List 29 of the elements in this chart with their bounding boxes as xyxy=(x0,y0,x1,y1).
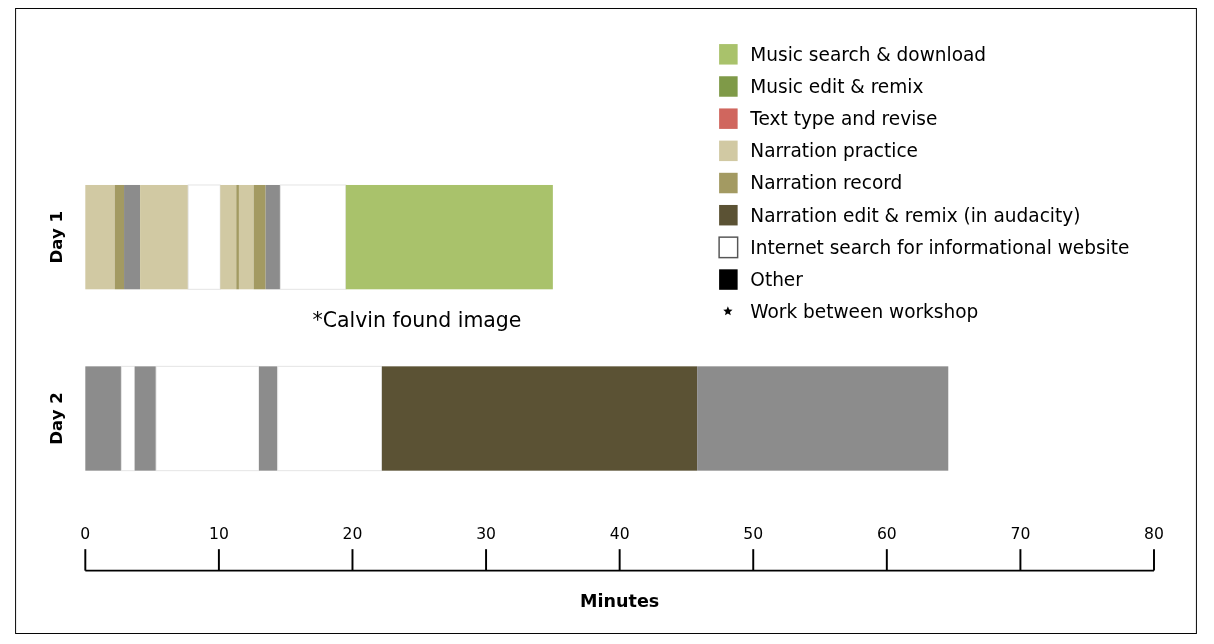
legend-label: Music search & download xyxy=(750,43,987,65)
legend-label: Internet search for informational website xyxy=(750,236,1130,258)
annotation: *Calvin found image xyxy=(312,307,522,332)
legend-label: Work between workshop xyxy=(750,301,979,323)
bar xyxy=(279,184,347,290)
y-tick-label: Day 2 xyxy=(46,392,66,445)
x-tick-label: 20 xyxy=(342,525,363,544)
bar xyxy=(381,366,698,471)
x-tick-label: 10 xyxy=(208,525,229,544)
x-tick-label: 70 xyxy=(1010,525,1031,544)
x-tick-label: 40 xyxy=(609,525,630,544)
bar xyxy=(124,184,141,290)
bar xyxy=(134,366,157,471)
legend-label: Narration practice xyxy=(750,140,918,162)
x-tick-label: 50 xyxy=(743,525,764,544)
legend-label: Narration record xyxy=(750,172,903,194)
legend-label: Text type and revise xyxy=(749,108,938,130)
legend-label: Music edit & remix xyxy=(750,75,924,97)
legend-label: Other xyxy=(750,268,804,290)
bar xyxy=(265,184,281,290)
bar xyxy=(253,184,266,290)
x-tick-label: 60 xyxy=(876,525,897,544)
x-tick-label: 30 xyxy=(476,525,496,544)
x-tick-label: 80 xyxy=(1144,525,1164,544)
legend-label: Narration edit & remix (in audacity) xyxy=(750,204,1081,226)
x-tick-label: 0 xyxy=(80,525,91,544)
bar xyxy=(345,184,553,290)
x-axis-title: Minutes xyxy=(580,590,660,611)
y-tick-label: Day 1 xyxy=(46,210,66,264)
